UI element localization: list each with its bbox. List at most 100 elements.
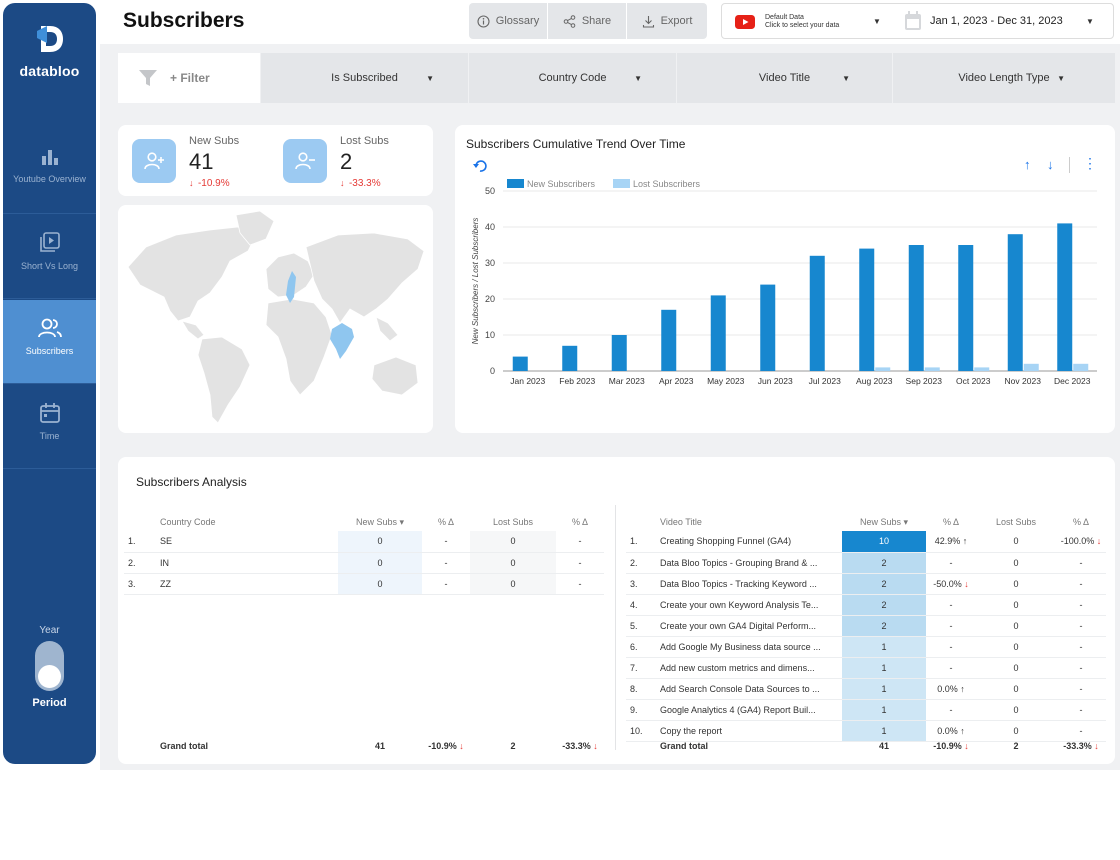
x-tick-label: Mar 2023 — [609, 376, 645, 386]
video-length-type-dropdown[interactable]: Video Length Type ▼ — [893, 53, 1115, 103]
column-header-delta[interactable]: % Δ — [942, 517, 960, 527]
column-header-country-code[interactable]: Country Code — [160, 517, 216, 527]
table-row[interactable]: 10. Copy the report 1 0.0% ↑ 0 - — [626, 720, 1106, 742]
column-header-new-subs[interactable]: New Subs ▾ — [859, 516, 909, 527]
cell: - — [1056, 720, 1106, 742]
kpi-value: 2 — [340, 149, 353, 174]
table-row[interactable]: 1. SE 0 - 0 - — [124, 531, 604, 553]
year-period-toggle[interactable] — [35, 641, 64, 691]
table-row[interactable]: 5. Create your own GA4 Digital Perform...… — [626, 615, 1106, 637]
cell: - — [926, 615, 976, 637]
country-code-dropdown[interactable]: Country Code ▼ — [469, 53, 677, 103]
column-header-video-title[interactable]: Video Title — [660, 517, 702, 527]
cell-value: Copy the report — [660, 725, 723, 736]
filter-label: + Filter — [170, 71, 210, 85]
world-map[interactable] — [118, 205, 433, 433]
cell-value: -10.9% — [428, 741, 457, 751]
column-header — [626, 513, 656, 531]
table-row[interactable]: 2. Data Bloo Topics - Grouping Brand & ..… — [626, 552, 1106, 574]
cell-value: 0 — [1013, 725, 1019, 736]
cell-value: Add new custom metrics and dimens... — [660, 662, 815, 673]
column-header-delta[interactable]: % Δ — [1072, 517, 1090, 527]
cell: - — [1056, 615, 1106, 637]
cell: - — [422, 573, 470, 595]
table-row[interactable]: 2. IN 0 - 0 - — [124, 552, 604, 574]
sort-descending-icon[interactable]: ↓ — [1047, 157, 1054, 172]
bar-lost-subscribers — [1073, 363, 1089, 371]
kpi-delta-group: ↓ -10.9% — [189, 173, 230, 191]
cell: - — [1056, 552, 1106, 574]
cell-value: Add Search Console Data Sources to ... — [660, 683, 820, 694]
cell-value: 1. — [630, 536, 638, 547]
nav-subscribers[interactable]: Subscribers — [3, 300, 96, 384]
cell-value: - — [1079, 725, 1083, 736]
nav-youtube-overview[interactable]: Youtube Overview — [3, 130, 96, 214]
glossary-button[interactable]: Glossary — [469, 3, 547, 39]
table-row[interactable]: 4. Create your own Keyword Analysis Te...… — [626, 594, 1106, 616]
kpi-value: 41 — [189, 149, 214, 174]
kpi-label: Lost Subs — [340, 135, 389, 147]
cell: - — [926, 699, 976, 721]
nav-short-vs-long[interactable]: Short Vs Long — [3, 215, 96, 299]
cell: -10.9% ↓ — [926, 735, 976, 757]
table-row[interactable]: 8. Add Search Console Data Sources to ...… — [626, 678, 1106, 700]
x-tick-label: Jul 2023 — [809, 376, 841, 386]
kpi-card: New Subs 41 ↓ -10.9% Lost Subs 2 ↓ -33.3… — [118, 125, 433, 196]
cell: 42.9% ↑ — [926, 531, 976, 553]
cell: 0 — [470, 531, 556, 553]
calendar-icon — [905, 11, 921, 30]
add-filter-button[interactable]: + Filter — [118, 53, 261, 103]
cell-value: 1 — [881, 704, 887, 715]
download-icon — [642, 15, 654, 28]
kpi-delta-group: ↓ -33.3% — [340, 173, 381, 191]
table-row[interactable]: 7. Add new custom metrics and dimens... 1 -… — [626, 657, 1106, 679]
table-row[interactable]: 6. Add Google My Business data source ...… — [626, 636, 1106, 658]
reset-icon[interactable] — [473, 160, 487, 172]
user-remove-icon — [283, 139, 327, 183]
cell-value: -100.0% — [1060, 536, 1095, 547]
video-title-dropdown[interactable]: Video Title ▼ — [677, 53, 893, 103]
table-row[interactable]: 3. Data Bloo Topics - Tracking Keyword ..… — [626, 573, 1106, 595]
cell: SE — [156, 531, 338, 553]
column-header-lost-subs[interactable]: Lost Subs — [492, 517, 534, 527]
cell: 1 — [842, 720, 926, 742]
cell: Data Bloo Topics - Tracking Keyword ... — [656, 573, 842, 595]
data-source-selector[interactable]: Default Data Click to select your data ▼… — [721, 3, 1114, 39]
brand-logo[interactable]: databloo — [3, 23, 96, 79]
sort-ascending-icon[interactable]: ↑ — [1024, 157, 1031, 172]
nav-time[interactable]: Time — [3, 385, 96, 469]
column-header-delta[interactable]: % Δ — [437, 517, 455, 527]
cell: -33.3% ↓ — [1056, 735, 1106, 757]
map-region-india[interactable] — [330, 323, 354, 359]
cell-value: Data Bloo Topics - Grouping Brand & ... — [660, 557, 818, 568]
cell: 1. — [626, 531, 656, 553]
more-options-icon[interactable]: ⋮ — [1083, 155, 1097, 171]
cell: Add Google My Business data source ... — [656, 636, 842, 658]
cell-value: 2. — [128, 557, 136, 568]
column-header-new-subs[interactable]: New Subs ▾ — [355, 516, 405, 527]
databloo-logo-icon — [36, 26, 63, 52]
share-button[interactable]: Share — [548, 3, 626, 39]
africa-shape — [265, 298, 333, 396]
legend-label: New Subscribers — [527, 179, 596, 189]
is-subscribed-dropdown[interactable]: Is Subscribed ▼ — [261, 53, 469, 103]
column-header-lost-subs[interactable]: Lost Subs — [995, 517, 1037, 527]
cell: - — [1056, 657, 1106, 679]
table-row[interactable]: 3. ZZ 0 - 0 - — [124, 573, 604, 595]
bar-lost-subscribers — [974, 367, 990, 371]
cell-value: 0 — [377, 536, 383, 547]
export-button[interactable]: Export — [627, 3, 707, 39]
date-range-picker[interactable]: Jan 1, 2023 - Dec 31, 2023 ▼ — [894, 4, 1114, 38]
table-row[interactable]: 9. Google Analytics 4 (GA4) Report Buil..… — [626, 699, 1106, 721]
cell-value: 0.0% — [937, 683, 958, 694]
map-region-sweden[interactable] — [286, 271, 296, 303]
column-header-delta[interactable]: % Δ — [571, 517, 589, 527]
cell: 0 — [976, 531, 1056, 553]
cell: Add new custom metrics and dimens... — [656, 657, 842, 679]
cell: Create your own Keyword Analysis Te... — [656, 594, 842, 616]
cell: 1 — [842, 699, 926, 721]
table-row[interactable]: 1. Creating Shopping Funnel (GA4) 10 42.9% … — [626, 531, 1106, 553]
cell: 9. — [626, 699, 656, 721]
cell-value: - — [444, 578, 448, 589]
x-tick-label: Aug 2023 — [856, 376, 893, 386]
